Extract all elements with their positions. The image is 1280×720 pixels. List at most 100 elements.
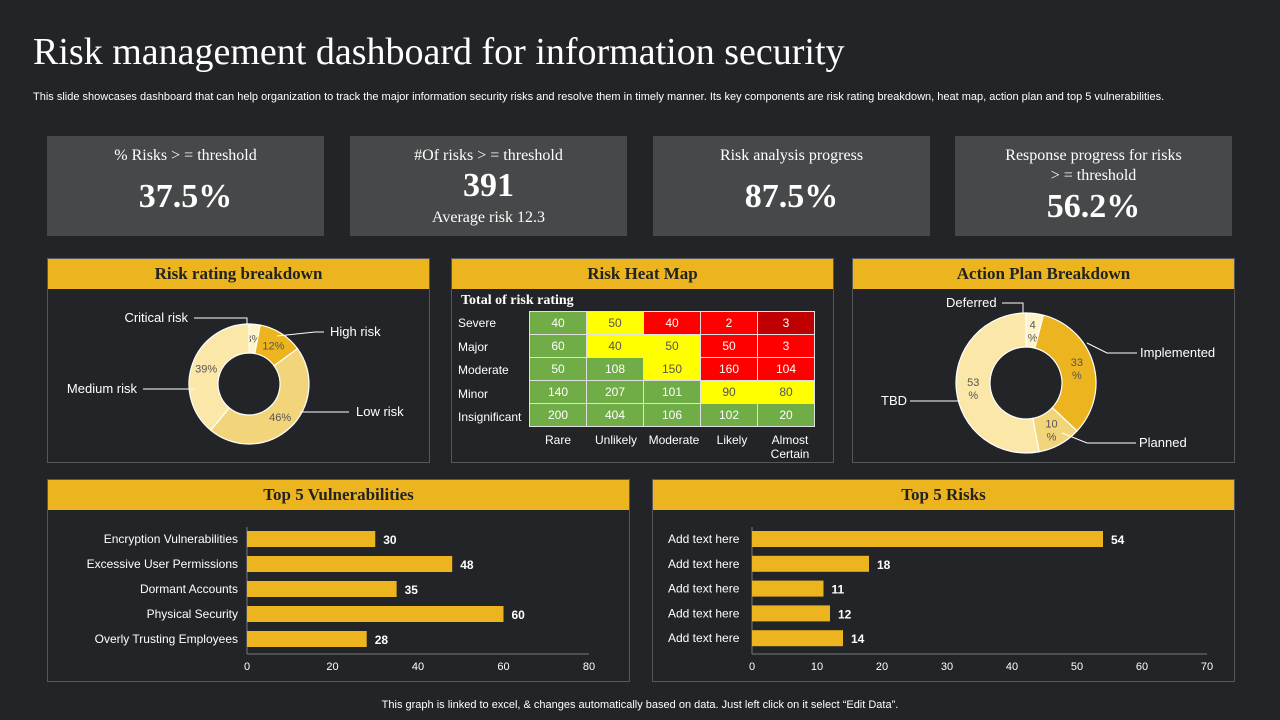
bar: [752, 605, 830, 622]
heat-map-column-label: Unlikely: [594, 433, 637, 447]
donut-data-label: 39%: [195, 364, 217, 376]
donut-slice-implemented: [1034, 314, 1097, 432]
donut-data-label: 12%: [262, 341, 284, 353]
category-label: Add text here: [668, 532, 740, 546]
donut-slice-medium-risk: [188, 323, 250, 432]
panel-header: Top 5 Risks: [653, 480, 1234, 510]
heat-map-cell: 108: [586, 357, 644, 381]
x-tick-label: 0: [749, 661, 755, 673]
vulnerabilities-bar-chart: 0 20 40 60 80 30 Encryption Vulnerabilities 48 E…: [87, 527, 595, 673]
category-label: Excessive User Permissions: [87, 557, 238, 571]
heat-map-cell: 90: [700, 380, 758, 404]
bar: [247, 606, 504, 622]
bar-value-label: 30: [383, 533, 397, 547]
heat-map-row-label: Minor: [458, 386, 489, 401]
bar: [752, 580, 824, 597]
kpi-value: 87.5%: [744, 178, 839, 215]
kpi-card-risks-threshold: % Risks > = threshold 37.5%: [47, 136, 324, 236]
x-tick-label: 60: [1136, 661, 1148, 673]
category-label: Physical Security: [147, 607, 238, 621]
x-tick-label: 50: [1071, 661, 1083, 673]
category-label: Overly Trusting Employees: [95, 632, 238, 646]
callout-label-implemented: Implemented: [1140, 345, 1215, 360]
heat-map-cell: 102: [700, 403, 758, 427]
heat-map-row-severe: 40 50 40 2 3: [529, 311, 815, 335]
callout-line: [1086, 342, 1137, 354]
bar: [247, 631, 367, 647]
panel-header: Risk Heat Map: [452, 259, 833, 289]
heat-map-grid: 40 50 40 2 3 60 40 50 50 3 50 108 150 160 104 140 207 101…: [529, 311, 815, 427]
heat-map-row-label: Moderate: [458, 363, 509, 378]
bar: [247, 556, 453, 572]
donut-data-label: 10%: [1045, 418, 1057, 443]
category-label: Add text here: [668, 631, 740, 645]
bar-value-label: 28: [375, 633, 389, 647]
heat-map-cell: 50: [700, 334, 758, 358]
bar-value-label: 12: [838, 607, 852, 621]
x-tick-label: 20: [876, 661, 888, 673]
heat-map-cell: 40: [586, 334, 644, 358]
heat-map-cell: 20: [757, 403, 815, 427]
heat-map-column-label: Almost Certain: [770, 433, 810, 461]
action-plan-donut: 4 % Deferred 33 % Implemented 10% Planned 53 % TBD: [881, 295, 1215, 454]
bar-value-label: 48: [460, 558, 474, 572]
heat-map-row-insignificant: 200 404 106 102 20: [529, 403, 815, 427]
heat-map-cell: 160: [700, 357, 758, 381]
kpi-label: Risk analysis progress: [719, 147, 864, 164]
callout-label-deferred: Deferred: [946, 295, 997, 310]
heat-map-row-label: Major: [458, 339, 489, 354]
callout-label-critical-risk: Critical risk: [124, 310, 188, 325]
bar: [247, 581, 397, 597]
bar-value-label: 35: [405, 583, 419, 597]
callout-label-tbd: TBD: [881, 393, 907, 408]
donut-data-label: 53%: [967, 377, 979, 402]
donut-slice-low-risk: [209, 347, 310, 445]
heat-map-cell: 60: [529, 334, 587, 358]
callout-line: [1061, 432, 1136, 444]
heat-map-cell: 150: [643, 357, 701, 381]
footer-note: This graph is linked to excel, & changes…: [381, 699, 899, 711]
bar-value-label: 18: [877, 558, 891, 572]
bar-value-label: 60: [512, 608, 526, 622]
kpi-value: 56.2%: [1046, 188, 1141, 225]
heat-map-row-label: Severe: [458, 316, 497, 330]
callout-line: [276, 331, 324, 337]
panel-header: Top 5 Vulnerabilities: [48, 480, 629, 510]
donut-data-label: 4%: [1028, 319, 1038, 344]
donut-data-label: 46%: [269, 412, 291, 424]
page-title: Risk management dashboard for informatio…: [33, 31, 845, 73]
kpi-label: Response progress for risks > = threshol…: [1005, 147, 1182, 184]
heat-map-row-major: 60 40 50 50 3: [529, 334, 815, 358]
x-tick-label: 20: [326, 661, 338, 673]
heat-map-cell: 3: [757, 311, 815, 335]
kpi-value: 37.5%: [138, 178, 233, 215]
heat-map-row-moderate: 50 108 150 160 104: [529, 357, 815, 381]
callout-label-high-risk: High risk: [330, 324, 381, 339]
callout-line: [1002, 302, 1024, 316]
heat-map-column-label: Likely: [716, 433, 748, 447]
heat-map-cell: 207: [586, 380, 644, 404]
heat-map-cell: 200: [529, 403, 587, 427]
risks-bar-chart: 0 10 20 30 40 50 60 70 54 Add text here 18 Add text…: [668, 527, 1213, 673]
heat-map-cell: 50: [529, 357, 587, 381]
x-tick-label: 70: [1201, 661, 1213, 673]
bar-value-label: 14: [851, 632, 865, 646]
heat-map-column-label: Moderate: [648, 433, 700, 447]
heat-map-row-minor: 140 207 101 90 80: [529, 380, 815, 404]
x-tick-label: 10: [811, 661, 823, 673]
heat-map-cell: 101: [643, 380, 701, 404]
bar: [752, 630, 843, 647]
category-label: Add text here: [668, 557, 740, 571]
panel-header: Action Plan Breakdown: [853, 259, 1234, 289]
vulnerabilities-panel: Top 5 Vulnerabilities: [47, 479, 630, 682]
heat-map-column-label: Rare: [544, 433, 571, 447]
callout-label-planned: Planned: [1139, 435, 1187, 450]
bar: [752, 555, 869, 572]
x-tick-label: 40: [412, 661, 424, 673]
heat-map-cell: 140: [529, 380, 587, 404]
x-tick-label: 60: [497, 661, 509, 673]
heat-map-title: Total of risk rating: [461, 293, 574, 308]
kpi-label: #Of risks > = threshold: [414, 147, 563, 164]
kpi-subtext: Average risk 12.3: [432, 209, 545, 226]
